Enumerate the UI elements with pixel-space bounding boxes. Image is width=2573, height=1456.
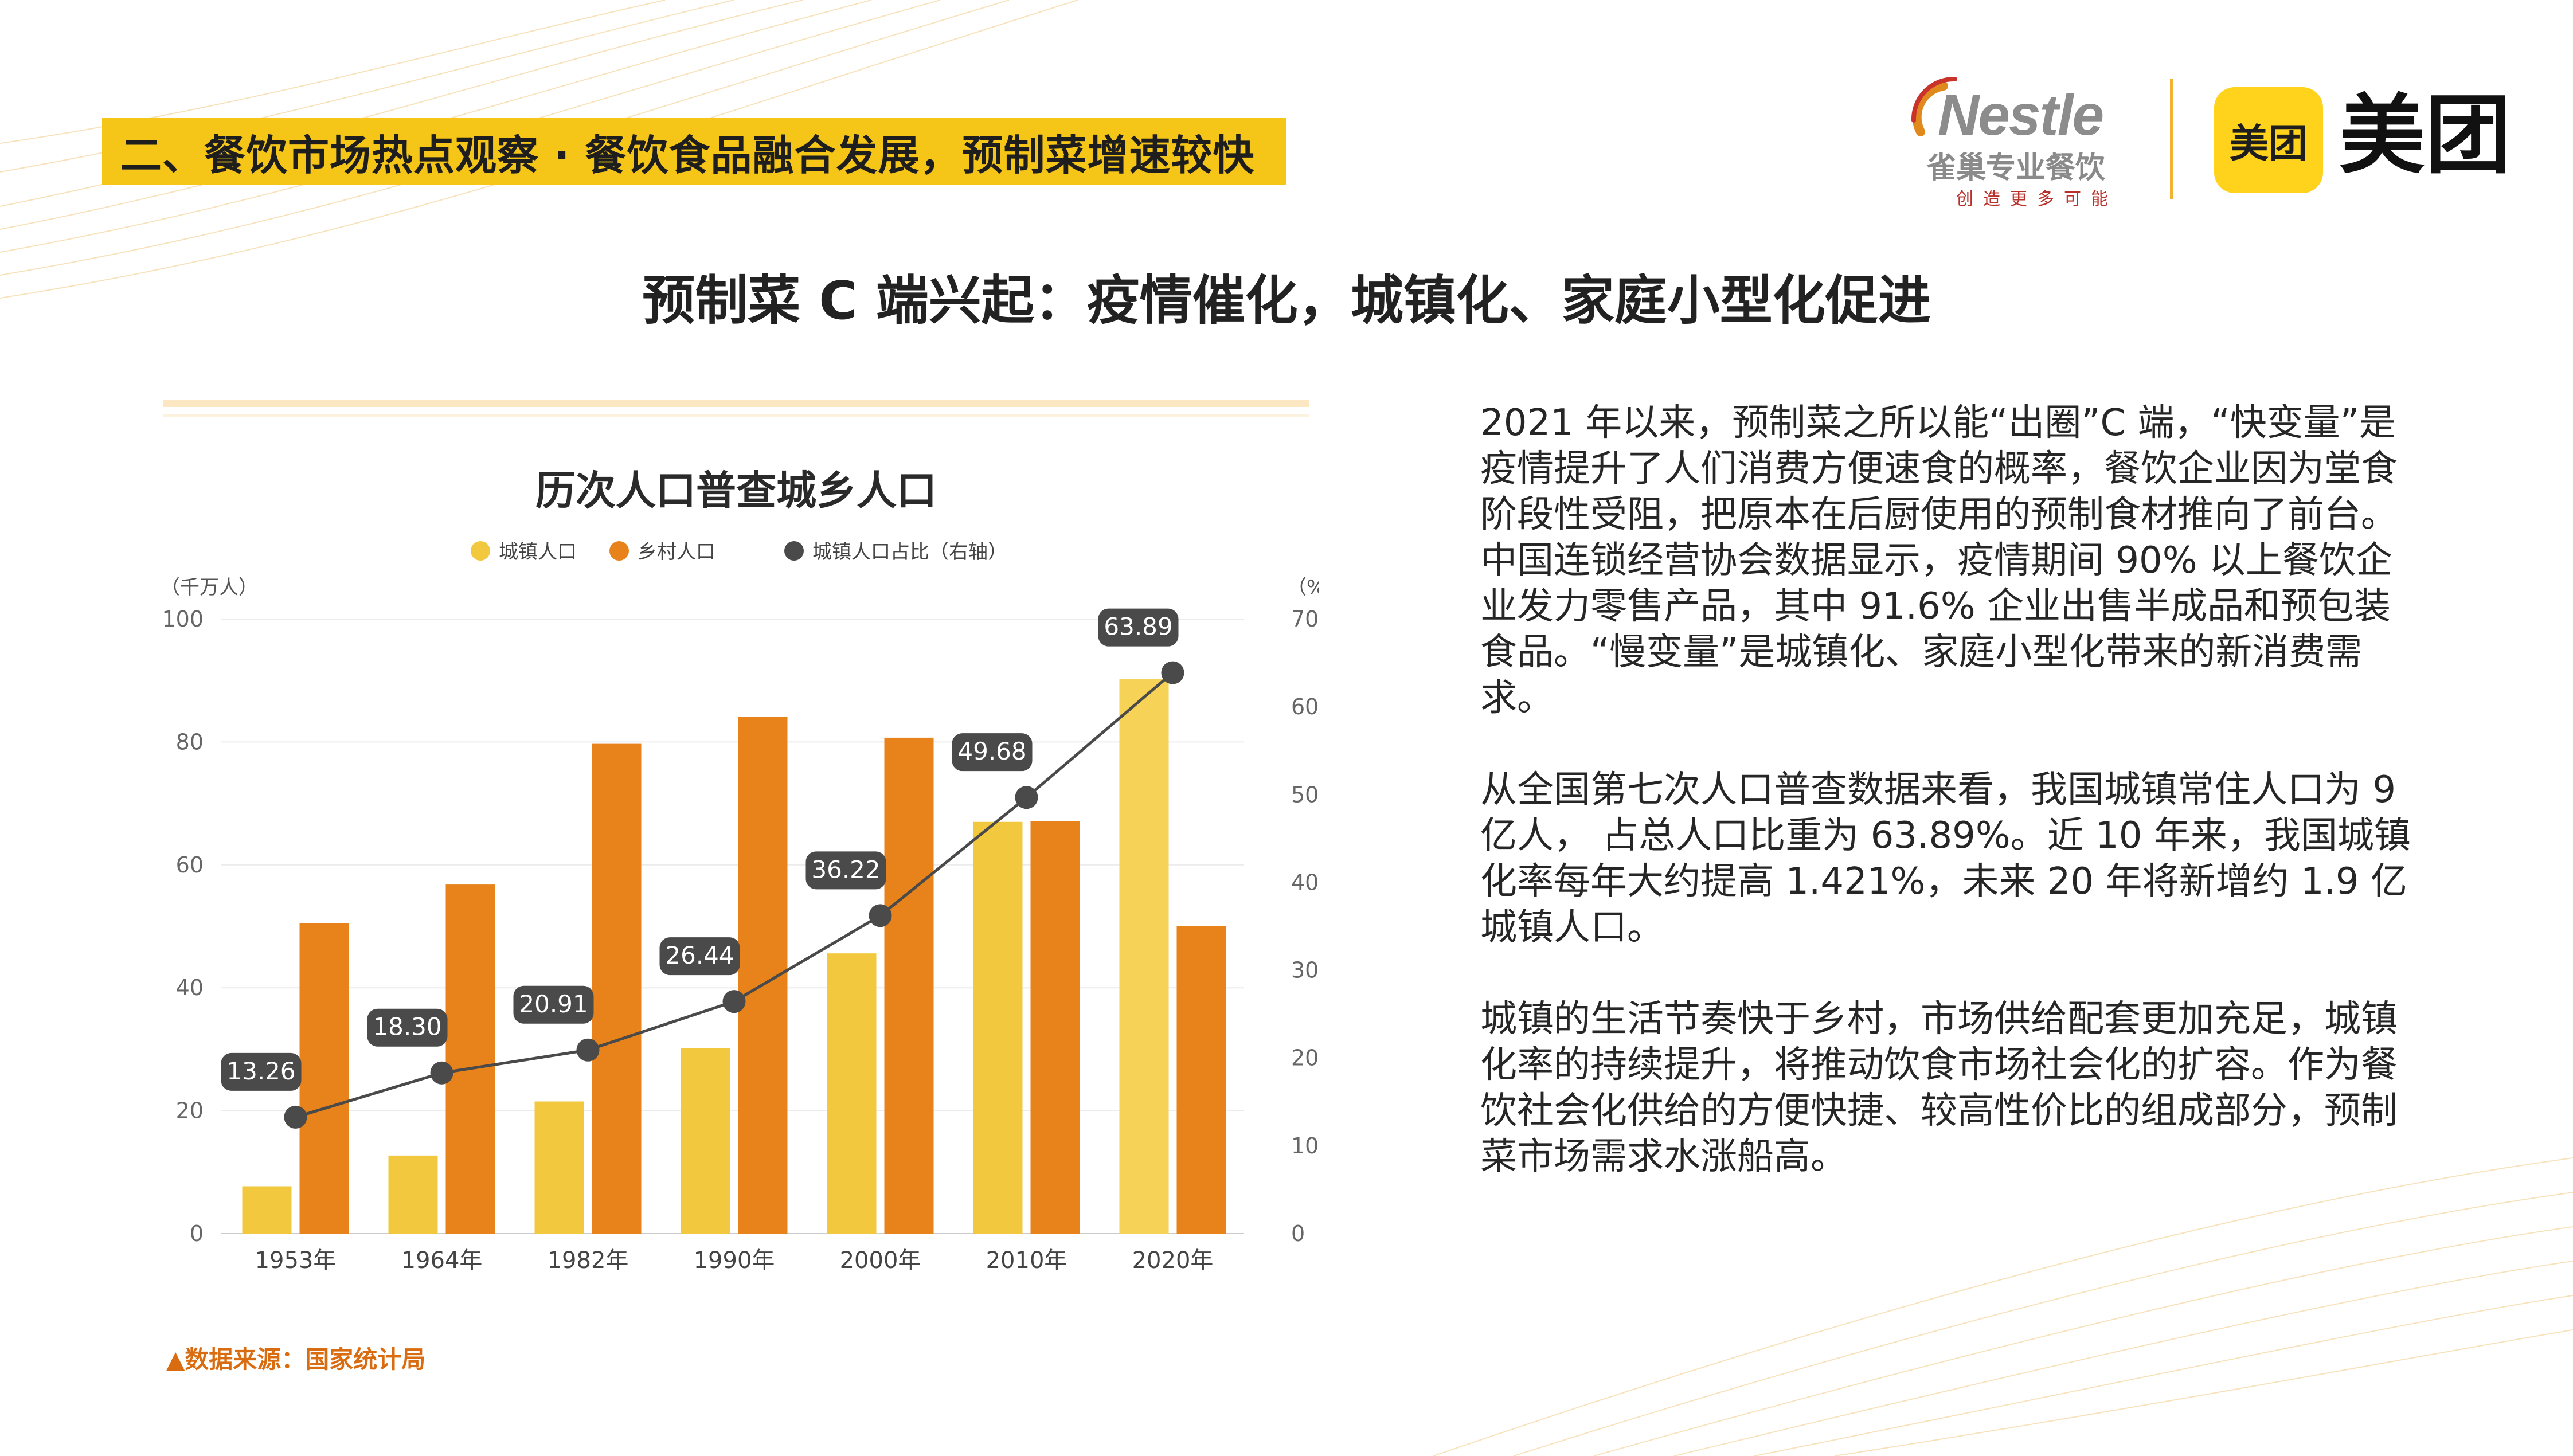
y-right-tick-label: 50 — [1291, 782, 1319, 807]
y-right-tick-label: 30 — [1291, 958, 1319, 983]
legend-marker-1 — [471, 541, 490, 561]
legend-label-1: 城镇人口 — [499, 541, 577, 563]
x-tick-label: 2000年 — [840, 1247, 921, 1274]
legend-marker-2 — [609, 541, 629, 561]
x-tick-label: 1982年 — [548, 1247, 629, 1274]
x-tick-label: 2010年 — [986, 1247, 1067, 1274]
y-left-tick-label: 100 — [162, 606, 204, 632]
source-note: ▲数据来源：国家统计局 — [166, 1345, 426, 1373]
ratio-data-label: 36.22 — [811, 855, 880, 883]
nestle-arc-icon — [1911, 76, 1957, 136]
y-right-unit: （%） — [1287, 576, 1319, 599]
y-left-tick-label: 60 — [176, 852, 204, 878]
meituan-badge: 美团 — [2214, 87, 2323, 193]
ratio-label-box — [367, 1008, 448, 1047]
bar-urban — [388, 1155, 438, 1234]
page-title: 预制菜 C 端兴起：疫情催化，城镇化、家庭小型化促进 — [642, 270, 1931, 331]
article-text: 2021 年以来，预制菜之所以能“出圈”C 端，“快变量”是疫情提升了人们消费方… — [1480, 400, 2421, 1226]
bar-urban — [534, 1101, 584, 1234]
y-left-tick-label: 40 — [176, 975, 204, 1000]
legend-label-2: 乡村人口 — [638, 541, 715, 563]
ratio-label-box — [513, 985, 594, 1024]
y-left-tick-label: 20 — [176, 1098, 204, 1124]
section-title-banner: 二、餐饮市场热点观察 · 餐饮食品融合发展，预制菜增速较快 — [102, 118, 1286, 185]
y-right-tick-label: 10 — [1291, 1133, 1319, 1158]
ratio-point — [1015, 786, 1038, 809]
y-left-tick-label: 0 — [190, 1221, 204, 1246]
ratio-label-box — [659, 937, 740, 976]
legend-label-3: 城镇人口占比（右轴） — [812, 541, 1007, 563]
bar-urban — [242, 1186, 292, 1234]
bar-rural — [299, 923, 349, 1234]
ratio-data-label: 13.26 — [226, 1057, 295, 1085]
ratio-point — [576, 1038, 600, 1062]
ratio-data-label: 20.91 — [519, 990, 588, 1018]
nestle-logo: Nestle 雀巢专业餐饮 创造更多可能 — [1903, 63, 2138, 212]
x-tick-label: 1964年 — [401, 1247, 483, 1274]
ratio-data-label: 18.30 — [373, 1013, 441, 1041]
meituan-wordmark: 美团 — [2339, 86, 2512, 186]
ratio-data-label: 63.89 — [1104, 613, 1172, 641]
chart-divider-thin — [163, 414, 1309, 417]
ratio-label-box — [1098, 608, 1179, 647]
y-right-tick-label: 20 — [1291, 1046, 1319, 1071]
logo-divider — [2170, 79, 2173, 199]
bar-rural — [884, 737, 934, 1234]
paragraph-1: 2021 年以来，预制菜之所以能“出圈”C 端，“快变量”是疫情提升了人们消费方… — [1480, 402, 2398, 719]
ratio-data-label: 26.44 — [665, 941, 734, 969]
bar-urban — [973, 821, 1023, 1234]
nestle-tagline: 创造更多可能 — [1956, 189, 2118, 209]
x-tick-label: 1953年 — [255, 1247, 337, 1274]
chart-divider — [163, 400, 1309, 407]
brand-logos: Nestle 雀巢专业餐饮 创造更多可能 美团 美团 — [1903, 63, 2528, 212]
bar-rural — [1030, 821, 1080, 1234]
bar-urban — [827, 953, 877, 1234]
ratio-data-label: 49.68 — [957, 737, 1026, 765]
ratio-point — [1161, 661, 1184, 684]
y-left-tick-label: 80 — [176, 729, 204, 754]
ratio-point — [869, 904, 892, 927]
bar-urban — [681, 1048, 730, 1234]
chart-title: 历次人口普查城乡人口 — [535, 467, 937, 514]
ratio-point — [722, 990, 746, 1013]
x-tick-label: 1990年 — [694, 1247, 775, 1274]
nestle-wordmark: Nestle — [1938, 83, 2104, 147]
bar-rural — [1176, 926, 1226, 1234]
x-tick-label: 2020年 — [1132, 1247, 1214, 1274]
y-right-tick-label: 60 — [1291, 694, 1319, 719]
bar-rural — [592, 743, 642, 1234]
nestle-cn-name: 雀巢专业餐饮 — [1926, 151, 2106, 185]
ratio-point — [284, 1105, 307, 1129]
ratio-label-box — [221, 1052, 302, 1091]
ratio-label-box — [952, 733, 1033, 772]
paragraph-3: 城镇的生活节奏快于乡村，市场供给配套更加充足，城镇化率的持续提升，将推动饮食市场… — [1480, 998, 2398, 1178]
y-right-tick-label: 70 — [1291, 606, 1319, 632]
y-left-unit: （千万人） — [161, 576, 258, 599]
bar-rural — [445, 884, 495, 1234]
paragraph-2: 从全国第七次人口普查数据来看，我国城镇常住人口为 9 亿人， 占总人口比重为 6… — [1480, 769, 2411, 949]
y-right-tick-label: 0 — [1291, 1221, 1305, 1246]
legend-marker-3 — [784, 541, 804, 561]
population-chart: 城镇人口 乡村人口 城镇人口占比（右轴） （千万人） （%） 0 20 40 60 80 100 0 1… — [161, 541, 1319, 1274]
ratio-point — [430, 1061, 453, 1085]
y-right-tick-label: 40 — [1291, 870, 1319, 895]
bar-urban — [1119, 679, 1169, 1234]
ratio-label-box — [805, 851, 886, 890]
